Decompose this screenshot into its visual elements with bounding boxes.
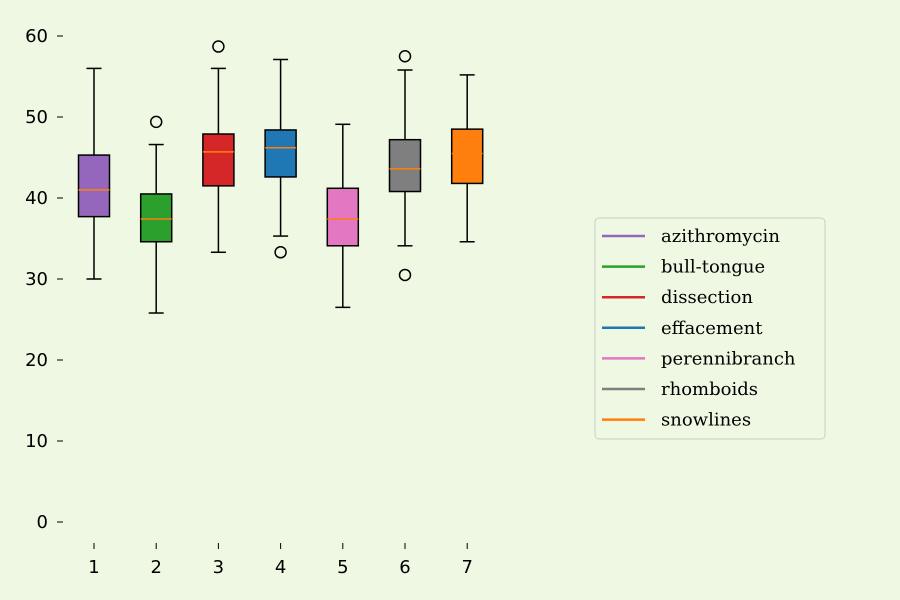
- outlier-point: [149, 115, 163, 129]
- outlier-point: [398, 268, 412, 282]
- x-tick-label: 3: [213, 557, 224, 578]
- x-tick-label: 4: [275, 557, 286, 578]
- y-tick-label: 50: [25, 107, 48, 128]
- box-series-group: [77, 40, 484, 314]
- x-tick-label: 2: [150, 557, 161, 578]
- iqr-box: [77, 154, 111, 218]
- legend-label: bull-tongue: [661, 257, 765, 278]
- legend-label: effacement: [661, 318, 763, 339]
- outlier-point: [274, 246, 287, 259]
- iqr-box: [202, 133, 235, 187]
- y-tick-label: 60: [25, 26, 48, 47]
- y-tick-label: 10: [25, 431, 48, 452]
- y-tick-label: 0: [37, 512, 48, 533]
- box-azithromycin: [77, 67, 111, 280]
- y-axis: 0 10 20 30 40 50 60: [25, 26, 63, 533]
- x-tick-label: 5: [337, 557, 348, 578]
- box-perennibranch: [326, 123, 360, 309]
- x-tick-label: 1: [88, 557, 99, 578]
- legend-label: azithromycin: [661, 226, 780, 247]
- legend-label: perennibranch: [661, 348, 796, 369]
- iqr-box: [450, 128, 484, 185]
- x-tick-label: 6: [399, 557, 410, 578]
- y-tick-label: 40: [25, 188, 48, 209]
- legend: azithromycin bull-tongue dissection effacem…: [594, 217, 826, 440]
- box-dissection: [202, 40, 235, 254]
- legend-label: dissection: [661, 287, 753, 308]
- iqr-box: [139, 193, 173, 243]
- iqr-box: [388, 138, 422, 193]
- legend-label: snowlines: [661, 410, 751, 431]
- legend-frame: [594, 217, 826, 440]
- outlier-point: [398, 50, 412, 63]
- iqr-box: [326, 187, 360, 247]
- y-tick-label: 30: [25, 269, 48, 290]
- outlier-point: [212, 40, 225, 53]
- box-rhomboids: [388, 50, 422, 282]
- iqr-box: [264, 129, 297, 178]
- x-axis: 1 2 3 4 5 6 7: [88, 543, 473, 578]
- box-effacement: [264, 58, 297, 259]
- box-bull-tongue: [139, 115, 173, 314]
- y-tick-label: 20: [25, 350, 48, 371]
- x-tick-label: 7: [461, 557, 472, 578]
- box-snowlines: [450, 74, 484, 243]
- legend-label: rhomboids: [661, 379, 758, 400]
